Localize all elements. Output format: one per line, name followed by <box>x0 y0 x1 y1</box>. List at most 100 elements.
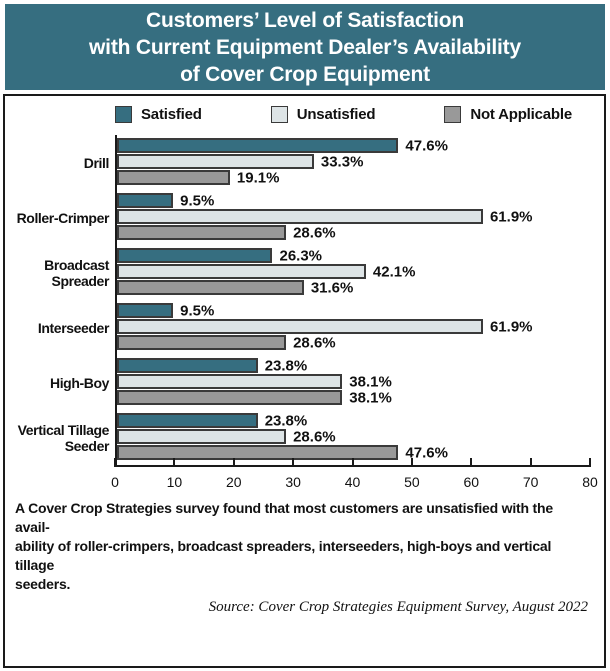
bar-row: 28.6% <box>117 224 590 241</box>
bar-row: 23.8% <box>117 357 590 374</box>
bar-row: 31.6% <box>117 279 590 296</box>
bar-row: 38.1% <box>117 373 590 390</box>
axis-tick <box>232 458 235 467</box>
bar-value-label: 28.6% <box>293 428 336 445</box>
category-label: Vertical Tillage Seeder <box>17 421 110 454</box>
bar-unsatisfied: 42.1% <box>117 263 415 280</box>
bar-row: 47.6% <box>117 137 590 154</box>
bar-not-applicable: 47.6% <box>117 444 448 461</box>
legend-item: Unsatisfied <box>270 106 376 123</box>
axis-tick <box>470 458 473 467</box>
bar-value-label: 23.8% <box>264 412 308 429</box>
axis-tick <box>173 458 176 467</box>
bar-unsatisfied: 33.3% <box>117 153 363 170</box>
bar-value-label: 9.5% <box>180 302 215 319</box>
source-line: Source: Cover Crop Strategies Equipment … <box>208 599 588 615</box>
axis-tick-label: 80 <box>582 474 598 490</box>
legend-swatch-icon <box>444 106 462 123</box>
bar-row: 23.8% <box>117 412 590 429</box>
bar-satisfied: 9.5% <box>117 192 214 209</box>
bar-group: Drill 47.6% 33.3% 19.1% <box>84 135 590 190</box>
bar-row: 9.5% <box>117 302 590 319</box>
bar-unsatisfied: 38.1% <box>117 373 392 390</box>
bar-value-label: 23.8% <box>264 357 308 374</box>
category-label: Roller-Crimper <box>16 209 110 226</box>
bar-value-label: 38.1% <box>349 389 392 406</box>
bar-satisfied: 9.5% <box>117 302 214 319</box>
bar-group: High-Boy 23.8% 38.1% 38.1% <box>50 355 590 410</box>
axis-tick <box>114 458 116 467</box>
bar-group: Vertical Tillage Seeder 23.8% 28.6% 47.6% <box>18 410 590 465</box>
bar-value-label: 31.6% <box>310 279 354 296</box>
plot-area: Drill 47.6% 33.3% 19.1% Roller-Crimper 9.5% 61… <box>17 135 590 465</box>
bar-not-applicable: 28.6% <box>117 224 336 241</box>
bar-value-label: 42.1% <box>372 263 416 280</box>
bar-value-label: 26.3% <box>279 247 323 264</box>
legend-item: Not Applicable <box>444 106 572 123</box>
axis-tick-label: 40 <box>344 474 361 490</box>
bar-row: 9.5% <box>117 192 590 209</box>
bar-value-label: 38.1% <box>349 373 392 390</box>
bar-value-label: 61.9% <box>489 208 533 225</box>
bar-row: 47.6% <box>117 444 590 461</box>
bar-unsatisfied: 61.9% <box>117 318 533 335</box>
legend-item: Satisfied <box>115 106 202 123</box>
axis-tick <box>292 458 295 467</box>
title-line-1: Customers’ Level of Satisfaction <box>145 8 465 32</box>
bar-satisfied: 23.8% <box>117 357 307 374</box>
bar-row: 19.1% <box>117 169 590 186</box>
bar-satisfied: 47.6% <box>117 137 448 154</box>
bar-value-label: 33.3% <box>320 153 364 170</box>
legend-label: Not Applicable <box>470 106 572 123</box>
bar-not-applicable: 19.1% <box>117 169 279 186</box>
bar-value-label: 9.5% <box>180 192 215 209</box>
axis-tick-label: 70 <box>522 474 539 490</box>
bar-row: 38.1% <box>117 389 590 406</box>
bar-value-label: 61.9% <box>489 318 533 335</box>
bar-unsatisfied: 61.9% <box>117 208 533 225</box>
bar-row: 61.9% <box>117 208 590 225</box>
title-banner: Customers’ Level of Satisfaction with Cu… <box>5 4 605 90</box>
bar-unsatisfied: 28.6% <box>117 428 336 445</box>
axis-tick-label: 10 <box>166 474 183 490</box>
axis-tick-label: 50 <box>404 474 420 490</box>
bar-row: 26.3% <box>117 247 590 264</box>
bar-row: 28.6% <box>117 334 590 351</box>
bar-satisfied: 23.8% <box>117 412 307 429</box>
bar-value-label: 47.6% <box>405 444 448 461</box>
title-line-3: of Cover Crop Equipment <box>180 62 430 86</box>
axis-tick <box>529 458 532 467</box>
legend-label: Unsatisfied <box>296 106 376 123</box>
title-line-2: with Current Equipment Dealer’s Availabi… <box>89 35 521 59</box>
bar-not-applicable: 38.1% <box>117 389 392 406</box>
bar-satisfied: 26.3% <box>117 247 322 264</box>
bar-not-applicable: 31.6% <box>117 279 353 296</box>
bar-not-applicable: 28.6% <box>117 334 336 351</box>
bar-value-label: 47.6% <box>405 137 448 154</box>
bar-value-label: 28.6% <box>293 334 336 351</box>
bar-group: Interseeder 9.5% 61.9% 28.6% <box>38 300 590 355</box>
axis-tick-label: 30 <box>285 474 301 490</box>
axis-tick-label: 0 <box>111 474 119 490</box>
category-label: Drill <box>83 154 110 171</box>
axis-tick-label: 20 <box>225 474 242 490</box>
chart-frame: Satisfied Unsatisfied Not Applicable Drill… <box>3 94 606 668</box>
footnote-text: A Cover Crop Strategies survey found tha… <box>15 500 553 592</box>
legend-label: Satisfied <box>141 106 202 123</box>
axis-tick <box>351 458 354 467</box>
bar-row: 33.3% <box>117 153 590 170</box>
bar-value-label: 28.6% <box>293 224 336 241</box>
bar-group: Roller-Crimper 9.5% 61.9% 28.6% <box>17 190 590 245</box>
legend-swatch-icon <box>270 106 288 123</box>
bar-row: 42.1% <box>117 263 590 280</box>
bar-row: 28.6% <box>117 428 590 445</box>
axis-tick <box>410 458 413 467</box>
bar-group: Broadcast Spreader 26.3% 42.1% 31.6% <box>44 245 590 300</box>
category-label: High-Boy <box>49 374 109 391</box>
x-axis: 0 10 20 30 40 50 60 70 80 <box>111 458 598 497</box>
bar-value-label: 19.1% <box>236 169 280 186</box>
axis-tick-label: 60 <box>463 474 480 490</box>
category-label: Interseeder <box>37 319 109 336</box>
bar-row: 61.9% <box>117 318 590 335</box>
legend: Satisfied Unsatisfied Not Applicable <box>115 106 590 123</box>
